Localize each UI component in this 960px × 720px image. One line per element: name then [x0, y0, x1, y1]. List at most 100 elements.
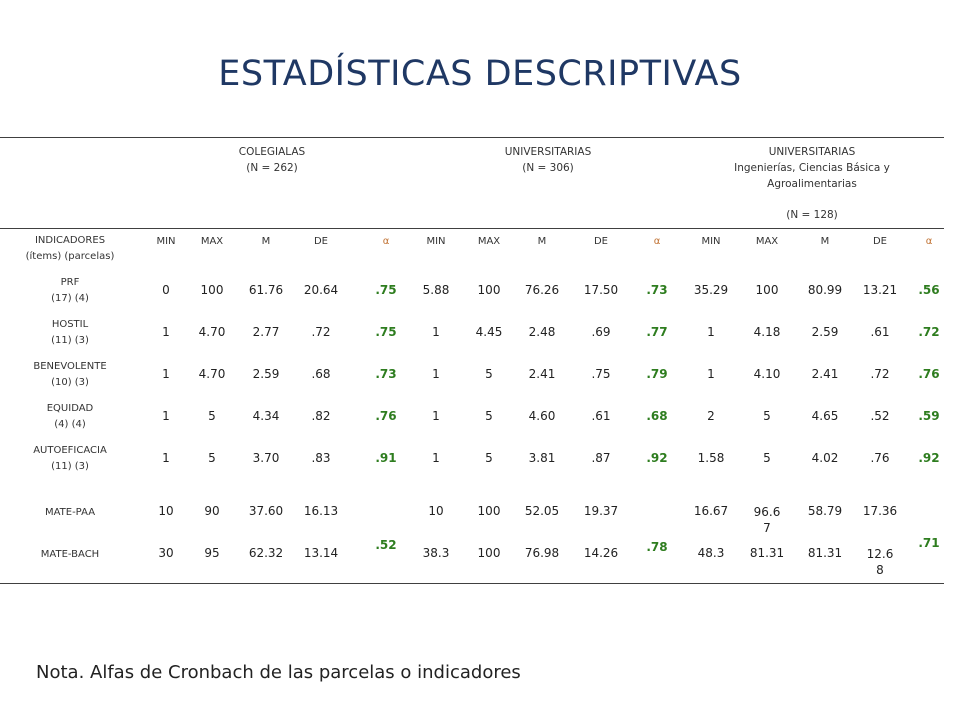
alpha-value: .76: [375, 409, 397, 423]
table-cell: 1: [707, 325, 715, 339]
table-cell: 62.32: [248, 546, 284, 560]
group-header-line: Agroalimentarias: [767, 178, 857, 190]
alpha-value: .92: [918, 451, 940, 465]
row-label: MATE-PAA: [44, 507, 96, 518]
column-header: α: [925, 236, 933, 247]
table-cell: 48.3: [697, 546, 725, 560]
table-cell: 3.70: [252, 451, 280, 465]
table-cell: 4.18: [753, 325, 781, 339]
table-cell: 0: [162, 283, 170, 297]
table-cell: 3.81: [528, 451, 556, 465]
row-label-line: (10) (3): [51, 377, 89, 388]
table-cell: 90: [204, 504, 220, 518]
column-header: M: [537, 236, 547, 247]
column-header: M: [820, 236, 830, 247]
table-cell: 13.21: [862, 283, 898, 297]
alpha-value: .52: [375, 538, 397, 552]
alpha-value: .75: [375, 325, 397, 339]
table-cell: 5: [208, 409, 216, 423]
column-header: MAX: [755, 236, 779, 247]
table-cell: .75: [591, 367, 611, 381]
column-header: DE: [593, 236, 609, 247]
indicator-header-line: (ítems) (parcelas): [25, 251, 115, 262]
column-header: α: [382, 236, 390, 247]
column-header: α: [653, 236, 661, 247]
alpha-value: .72: [918, 325, 940, 339]
table-cell: .82: [311, 409, 331, 423]
column-header: MIN: [701, 236, 721, 247]
table-cell: .68: [311, 367, 331, 381]
table-cell: 81.31: [807, 546, 843, 560]
table-cell: .76: [870, 451, 890, 465]
alpha-value: .75: [375, 283, 397, 297]
alpha-value: .78: [646, 540, 668, 554]
row-label-line: EQUIDAD: [46, 403, 94, 414]
table-cell: 12.6 8: [866, 547, 894, 577]
table-cell: 100: [477, 283, 501, 297]
table-cell: 2.41: [528, 367, 556, 381]
group-header-line: Ingenierías, Ciencias Básica y: [734, 162, 890, 174]
table-cell: 38.3: [422, 546, 450, 560]
table-cell: 2.59: [252, 367, 280, 381]
table-cell: 4.65: [811, 409, 839, 423]
column-header: MAX: [200, 236, 224, 247]
table-cell: 30: [158, 546, 174, 560]
table-cell: 4.70: [198, 367, 226, 381]
column-header: M: [261, 236, 271, 247]
alpha-value: .79: [646, 367, 668, 381]
alpha-value: .77: [646, 325, 668, 339]
table-cell: 1: [707, 367, 715, 381]
table-top-rule: [0, 137, 944, 138]
table-cell: 10: [158, 504, 174, 518]
table-note: Nota. Alfas de Cronbach de las parcelas …: [36, 662, 521, 683]
alpha-value: .73: [646, 283, 668, 297]
table-cell: 4.45: [475, 325, 503, 339]
table-cell: 5: [763, 451, 771, 465]
table-cell: 5: [208, 451, 216, 465]
table-cell: 16.13: [303, 504, 339, 518]
row-label-line: (11) (3): [51, 461, 89, 472]
table-cell: 58.79: [807, 504, 843, 518]
table-cell: 10: [428, 504, 444, 518]
table-cell: .87: [591, 451, 611, 465]
table-cell: 2.77: [252, 325, 280, 339]
table-cell: 61.76: [248, 283, 284, 297]
alpha-value: .92: [646, 451, 668, 465]
table-cell: .72: [311, 325, 331, 339]
table-cell: 5.88: [422, 283, 450, 297]
table-cell: 1: [162, 451, 170, 465]
alpha-value: .73: [375, 367, 397, 381]
table-cell: 80.99: [807, 283, 843, 297]
table-cell: 4.60: [528, 409, 556, 423]
table-cell: 52.05: [524, 504, 560, 518]
row-label-line: HOSTIL: [51, 319, 89, 330]
table-cell: .72: [870, 367, 890, 381]
group-header-line: (N = 262): [246, 162, 298, 174]
table-cell: 100: [200, 283, 224, 297]
table-cell: 20.64: [303, 283, 339, 297]
column-header: MAX: [477, 236, 501, 247]
group-header-line: COLEGIALAS: [238, 146, 306, 158]
alpha-value: .91: [375, 451, 397, 465]
table-cell: 1: [432, 451, 440, 465]
table-cell: .69: [591, 325, 611, 339]
table-cell: 1: [432, 325, 440, 339]
row-label-line: BENEVOLENTE: [33, 361, 107, 372]
column-header: MIN: [426, 236, 446, 247]
table-cell: .83: [311, 451, 331, 465]
alpha-value: .71: [918, 536, 940, 550]
group-header-line: UNIVERSITARIAS: [768, 146, 856, 158]
table-cell: 2: [707, 409, 715, 423]
table-cell: 1: [432, 367, 440, 381]
table-cell: 100: [477, 546, 501, 560]
row-label-line: (11) (3): [51, 335, 89, 346]
page-title: ESTADÍSTICAS DESCRIPTIVAS: [218, 54, 742, 94]
row-label-line: AUTOEFICACIA: [33, 445, 107, 456]
table-cell: 5: [485, 409, 493, 423]
indicator-header-line: INDICADORES: [34, 235, 106, 246]
table-cell: 2.41: [811, 367, 839, 381]
table-cell: 5: [485, 367, 493, 381]
column-header: MIN: [156, 236, 176, 247]
table-cell: 13.14: [303, 546, 339, 560]
table-cell: 37.60: [248, 504, 284, 518]
